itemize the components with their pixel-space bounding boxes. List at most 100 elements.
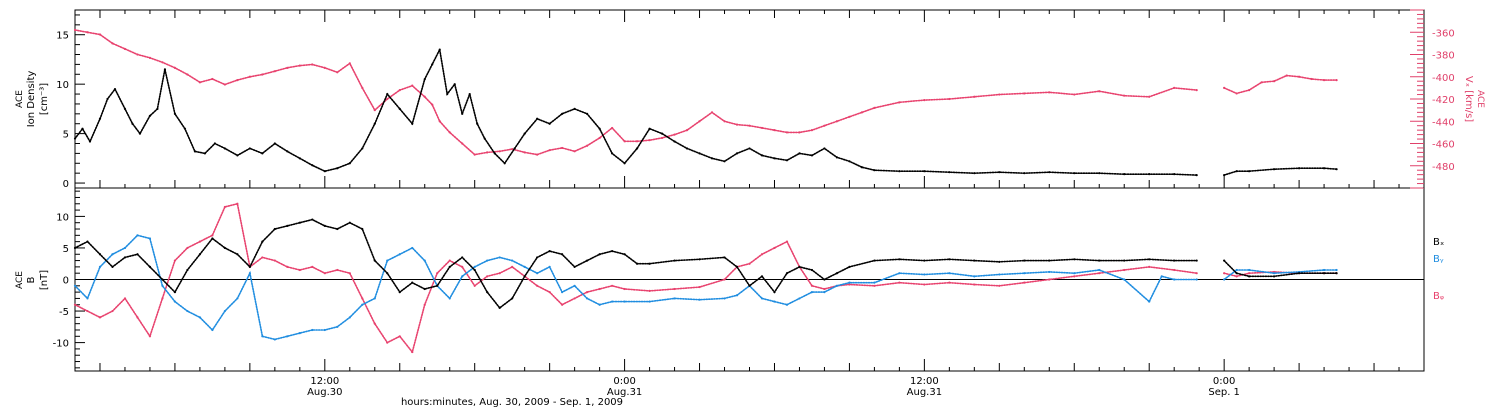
density-point (156, 107, 159, 110)
density-point (848, 160, 851, 163)
density-point (710, 157, 714, 160)
density-point (398, 107, 401, 110)
by-point (823, 291, 826, 294)
by-line (74, 234, 1338, 341)
bx-point (361, 227, 364, 231)
bz-point (1048, 278, 1051, 281)
density-point (1273, 168, 1276, 171)
by-point (773, 300, 776, 303)
by-point (835, 284, 839, 287)
bx-point (1322, 272, 1326, 275)
bz-point (723, 278, 726, 281)
bz-point (223, 205, 226, 209)
vx-point (448, 131, 451, 134)
density-point (446, 92, 449, 96)
bx-point (923, 259, 926, 262)
bottom-left-axis: 10 5 0 -5 -10 (53, 190, 85, 369)
vx-point (123, 47, 127, 51)
bx-point (211, 237, 214, 240)
top-left-axis: 0 5 10 15 (56, 14, 85, 190)
by-point (123, 246, 127, 250)
by-point (73, 284, 77, 287)
density-point (163, 68, 167, 71)
vx-point (1223, 86, 1226, 89)
density-point (373, 122, 376, 125)
vx-point (1310, 77, 1313, 81)
vx-point (1123, 94, 1126, 97)
by-point (1195, 278, 1198, 281)
vx-point (511, 147, 514, 151)
by-point (398, 253, 401, 256)
bz-point (773, 246, 776, 250)
vx-point (486, 151, 489, 154)
by-point (1248, 268, 1251, 272)
density-point (461, 112, 464, 115)
by-point (623, 300, 626, 303)
bz-point (698, 285, 701, 289)
density-point (586, 112, 589, 115)
vx-point (1073, 93, 1076, 96)
bx-point (873, 259, 876, 262)
vx-point (1335, 78, 1338, 82)
vx-point (998, 93, 1001, 96)
density-point (131, 122, 134, 125)
vx-point (810, 129, 814, 132)
bx-point (98, 253, 102, 256)
density-point (1048, 171, 1051, 174)
vx-point (860, 111, 864, 114)
vx-point (611, 126, 614, 130)
vx-point (835, 120, 839, 123)
bz-point (336, 268, 339, 272)
vx-point (348, 62, 351, 65)
bz-point (136, 316, 139, 319)
by-point (1123, 278, 1126, 281)
bz-point (923, 283, 926, 286)
density-point (483, 137, 486, 140)
density-point (1297, 167, 1301, 170)
bx-point (348, 221, 351, 224)
density-point (648, 127, 651, 130)
density-point (835, 156, 839, 159)
by-point (598, 303, 601, 306)
vx-point (438, 120, 441, 123)
density-point (113, 88, 117, 91)
density-point (748, 147, 751, 150)
by-point (948, 272, 951, 275)
vx-point (336, 71, 339, 74)
bx-point (73, 246, 77, 250)
vx-point (873, 106, 876, 109)
by-point (448, 297, 451, 300)
by-point (98, 265, 102, 268)
vx-point (298, 64, 301, 67)
bx-point (1023, 259, 1026, 262)
bz-point (161, 297, 164, 300)
density-point (73, 137, 77, 140)
bx-point (486, 291, 489, 294)
legend-bx: Bₓ (1433, 237, 1444, 248)
by-point (348, 316, 351, 319)
by-point (223, 309, 226, 313)
bz-point (373, 322, 376, 325)
vx-point (411, 84, 414, 87)
by-point (760, 297, 764, 300)
bx-point (1073, 258, 1076, 261)
bz-point (398, 335, 401, 338)
by-point (1048, 270, 1051, 274)
by-point (311, 328, 314, 332)
vx-point (161, 61, 164, 64)
bx-point (173, 291, 177, 294)
bx-point (1297, 272, 1301, 275)
bx-point (548, 250, 551, 253)
bx-point (1173, 259, 1176, 262)
bx-point (298, 221, 301, 224)
bx-point (810, 268, 814, 272)
bx-point (823, 278, 826, 281)
by-point (148, 237, 152, 240)
density-point (323, 170, 326, 173)
bz-point (498, 272, 501, 275)
density-point (203, 152, 207, 155)
bz-point (286, 265, 289, 268)
vx-point (598, 136, 601, 140)
by-point (186, 309, 189, 313)
vx-point (473, 153, 476, 156)
